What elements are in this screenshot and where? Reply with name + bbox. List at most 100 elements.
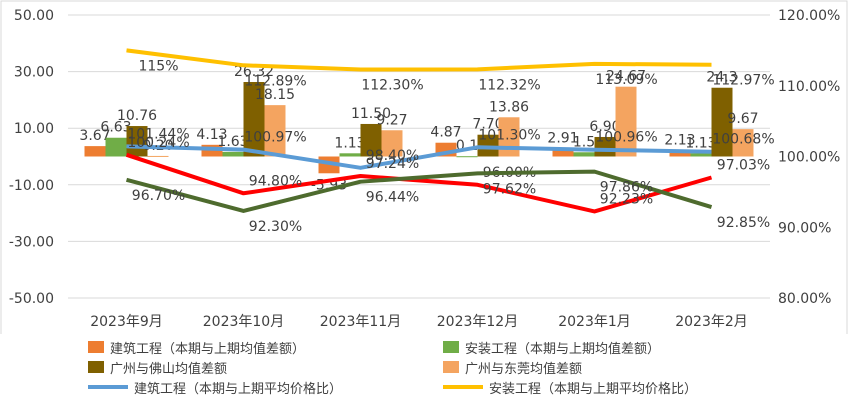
bar-data-label: 4.87 [430, 125, 461, 141]
line-series [125, 169, 713, 213]
legend-label: 广州与佛山均值差额 [110, 361, 228, 377]
bar [711, 87, 733, 157]
y-left-tick-label: -50.00 [9, 291, 54, 307]
y-right-tick-label: 120.00% [778, 8, 840, 24]
line-data-label: 97.62% [483, 181, 536, 197]
x-tick-label: 2023年9月 [90, 314, 163, 330]
bar-data-label: 18.15 [255, 87, 295, 103]
y-right-tick-label: 90.00% [778, 220, 831, 236]
bar-data-label: 9.67 [727, 111, 758, 127]
line-data-label: 92.85% [717, 215, 770, 231]
bar-data-label: 24.3 [706, 70, 737, 86]
line-data-label: 98.40% [366, 148, 419, 164]
line-data-label: 112.32% [478, 77, 540, 93]
bar-data-label: 13.86 [489, 99, 529, 115]
bar [381, 130, 403, 157]
legend-swatch [443, 341, 459, 353]
line-data-label: 97.24% [366, 156, 419, 172]
bar-data-label: 6.90 [589, 119, 620, 135]
x-tick-label: 2023年2月 [675, 314, 748, 330]
bar-data-label: 24.67 [606, 69, 646, 85]
y-right-tick-label: 100.00% [778, 150, 840, 166]
legend-item: 广州与佛山均值差额 [88, 358, 228, 377]
bar [360, 123, 382, 157]
legend-label: 安装工程（本期与上期平均价格比） [489, 381, 698, 397]
line-data-label: 96.44% [366, 190, 419, 206]
legend-swatch [88, 341, 104, 353]
bar-data-label: 3.67 [79, 128, 110, 144]
bar-data-label: 11.50 [351, 106, 391, 122]
bar-data-label: 2.91 [547, 130, 578, 146]
line-data-label: 100.96% [595, 130, 657, 146]
legend-label: 建筑工程（本期与上期均值差额） [110, 341, 306, 357]
legend-label: 建筑工程（本期与上期平均价格比） [134, 381, 343, 397]
line-data-label: 101.44% [127, 126, 189, 142]
y-left-tick-label: 10.00 [14, 121, 54, 137]
legend-label: 安装工程（本期与上期均值差额） [465, 341, 661, 357]
y-left-tick-label: -30.00 [9, 234, 54, 250]
line-data-label: 112.30% [361, 77, 423, 93]
legend-label: 广州与东莞均值差额 [465, 361, 583, 377]
y-right-tick-label: 80.00% [778, 291, 831, 307]
line-data-label: 100.24% [127, 135, 189, 151]
legend-item: 安装工程（本期与上期平均价格比） [443, 378, 698, 397]
legend-item: 建筑工程（本期与上期均值差额） [88, 338, 306, 357]
bar [615, 86, 637, 157]
bar [105, 137, 127, 157]
line-series [126, 48, 712, 72]
bar-data-label: 1.63 [217, 134, 248, 150]
bar-data-label: 10.76 [117, 108, 157, 124]
bar [669, 150, 691, 157]
line-series [126, 144, 712, 170]
bar [690, 153, 712, 157]
bar [264, 105, 286, 157]
y-left-tick-label: 30.00 [14, 65, 54, 81]
x-tick-label: 2023年12月 [437, 314, 518, 330]
bar [147, 155, 169, 157]
bar-data-label: 7.70 [472, 117, 503, 133]
bar-data-label: 1.13 [685, 135, 716, 151]
line-data-label: 112.89% [244, 73, 306, 89]
bar-data-label: 2.13 [664, 132, 695, 148]
line-data-label: 100.68% [712, 132, 774, 148]
legend-swatch [443, 361, 459, 373]
y-left-tick-label: -10.00 [9, 178, 54, 194]
bar [84, 146, 106, 157]
bar [732, 129, 754, 157]
line-data-label: 96.70% [132, 188, 185, 204]
legend-item: 建筑工程（本期与上期平均价格比） [88, 378, 343, 397]
bar [573, 152, 595, 157]
line-data-label: 92.23% [600, 191, 653, 207]
x-tick-label: 2023年1月 [558, 314, 631, 330]
x-tick-label: 2023年10月 [203, 314, 284, 330]
bar [552, 148, 574, 157]
line-data-label: 100.97% [244, 130, 306, 146]
bar-data-label: 9.27 [376, 112, 407, 128]
bar [339, 153, 361, 157]
line-data-label: 112.97% [712, 73, 774, 89]
y-right-tick-label: 110.00% [778, 79, 840, 95]
bar-data-label: 4.13 [196, 127, 227, 143]
line-data-label: 92.30% [249, 219, 302, 235]
bar [456, 156, 478, 158]
bar-data-label: 1.13 [334, 135, 365, 151]
bar [243, 82, 265, 157]
bar [222, 151, 244, 157]
y-left-tick-label: 50.00 [14, 8, 54, 24]
chart-legend: 建筑工程（本期与上期均值差额） 安装工程（本期与上期均值差额） 广州与佛山均值差额 广… [0, 334, 848, 400]
line-data-label: 115% [138, 58, 178, 74]
bar-data-label: 6.63 [100, 120, 131, 136]
legend-item: 广州与东莞均值差额 [443, 358, 583, 377]
legend-swatch [88, 385, 128, 389]
x-tick-label: 2023年11月 [320, 314, 401, 330]
line-data-label: 94.80% [249, 173, 302, 189]
line-data-label: 113.09% [595, 72, 657, 88]
bar-data-label: 1.5 [573, 134, 595, 150]
bar [126, 126, 148, 157]
line-data-label: 101.30% [478, 127, 540, 143]
legend-item: 安装工程（本期与上期均值差额） [443, 338, 661, 357]
line-data-label: 97.03% [717, 158, 770, 174]
legend-swatch [443, 385, 483, 389]
